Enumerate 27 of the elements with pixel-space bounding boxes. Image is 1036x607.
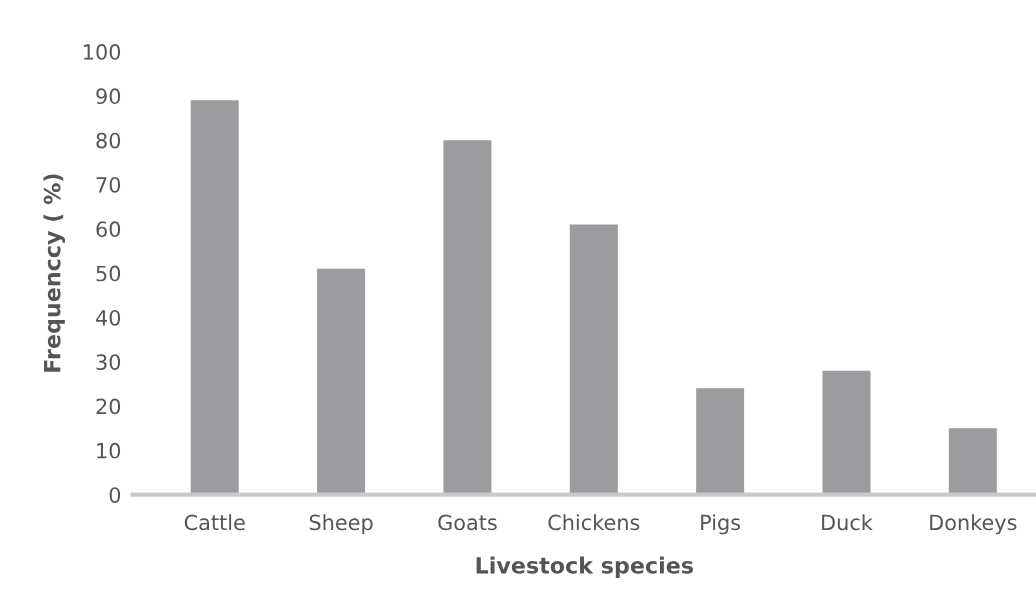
y-tick-label: 30	[96, 354, 121, 370]
y-tick-label: 50	[96, 265, 121, 282]
bar	[317, 268, 366, 495]
y-tick-label: 80	[96, 132, 121, 149]
x-tick-label: Donkeys	[930, 514, 1017, 535]
bar	[443, 140, 492, 495]
y-tick-label: 70	[96, 176, 121, 193]
x-tick-label: Cattle	[184, 514, 245, 531]
bar	[569, 224, 618, 495]
x-axis-title: Livestock species	[476, 556, 693, 579]
y-tick-label: 20	[96, 398, 121, 415]
bar	[822, 370, 871, 495]
x-tick-label: Sheep	[309, 514, 373, 535]
x-tick-label: Chickens	[548, 514, 640, 531]
x-tick-label: Duck	[822, 514, 873, 531]
x-tick-label: Pigs	[701, 514, 741, 535]
y-tick-label: 10	[97, 442, 121, 459]
y-tick-label: 0	[109, 487, 121, 503]
bar	[190, 100, 239, 495]
bar	[696, 388, 745, 495]
y-tick-label: 90	[96, 88, 121, 105]
x-tick-label: Goats	[438, 514, 497, 531]
y-tick-label: 100	[84, 44, 121, 60]
bar	[948, 428, 997, 495]
y-axis-title: Frequenccy ( %)	[43, 174, 66, 372]
y-tick-label: 40	[96, 309, 121, 326]
y-tick-label: 60	[96, 221, 121, 238]
